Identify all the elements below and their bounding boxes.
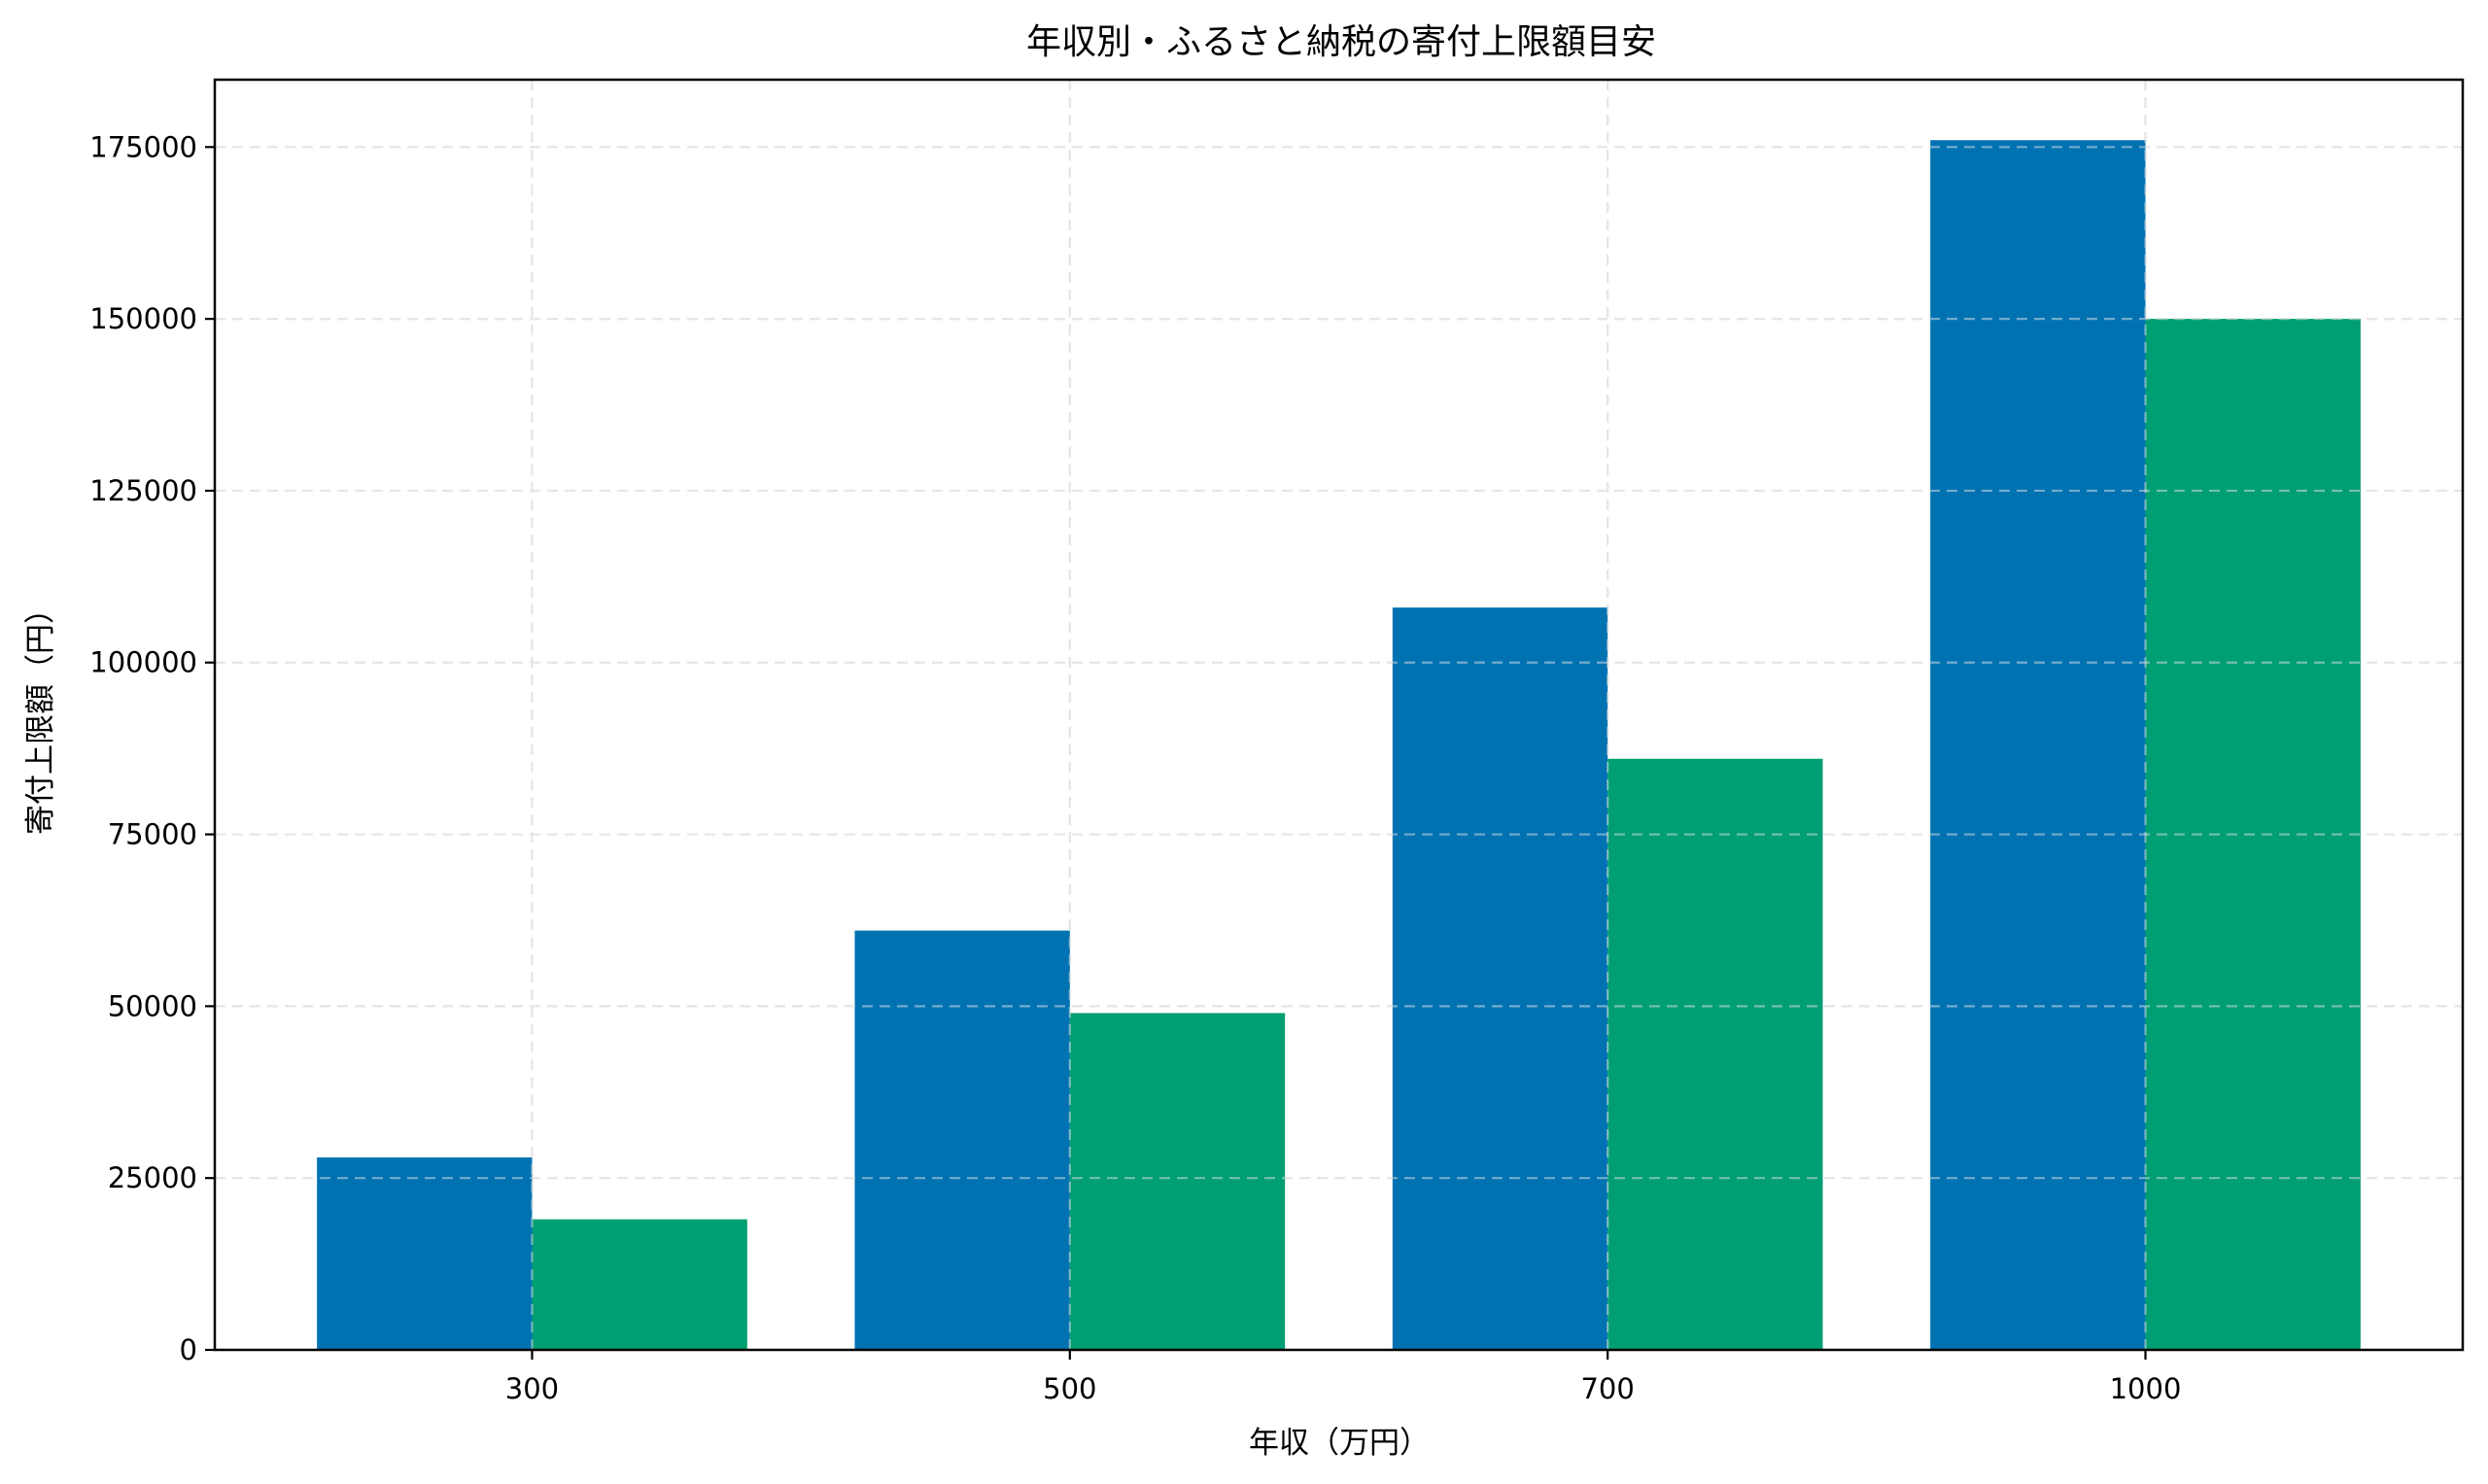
bar-series-1-300 bbox=[317, 1156, 533, 1350]
x-tick-label: 300 bbox=[505, 1372, 559, 1405]
gridlines-overlay bbox=[215, 80, 2463, 1350]
y-tick-label: 50000 bbox=[108, 989, 197, 1022]
bar-series-2-500 bbox=[1069, 1013, 1286, 1350]
bar-series-1-1000 bbox=[1930, 140, 2146, 1351]
x-axis-label: 年収（万円） bbox=[1249, 1426, 1430, 1461]
bars bbox=[317, 140, 2361, 1351]
y-tick-label: 125000 bbox=[89, 474, 197, 507]
y-tick-label: 150000 bbox=[89, 302, 197, 335]
y-axis-ticks: 0 25000 50000 75000 100000 125000 150000 175000 bbox=[89, 130, 215, 1366]
axes-frame bbox=[213, 78, 2465, 1352]
x-tick-label: 1000 bbox=[2110, 1372, 2182, 1405]
bar-series-1-500 bbox=[854, 930, 1070, 1350]
x-tick-label: 700 bbox=[1580, 1372, 1634, 1405]
y-tick-label: 25000 bbox=[108, 1161, 197, 1194]
bar-series-1-700 bbox=[1392, 607, 1608, 1350]
bar-series-2-700 bbox=[1607, 758, 1823, 1350]
y-tick-label: 175000 bbox=[89, 130, 197, 163]
x-axis-ticks: 300 500 700 1000 bbox=[505, 1350, 2182, 1405]
x-tick-label: 500 bbox=[1043, 1372, 1096, 1405]
y-tick-label: 100000 bbox=[89, 646, 197, 679]
y-tick-label: 0 bbox=[180, 1333, 197, 1366]
bar-series-2-300 bbox=[532, 1219, 747, 1350]
y-tick-label: 75000 bbox=[108, 818, 197, 851]
chart-title: 年収別・ふるさと納税の寄付上限額目安 bbox=[1026, 22, 1656, 62]
y-axis-label: 寄付上限額（円） bbox=[23, 594, 58, 835]
